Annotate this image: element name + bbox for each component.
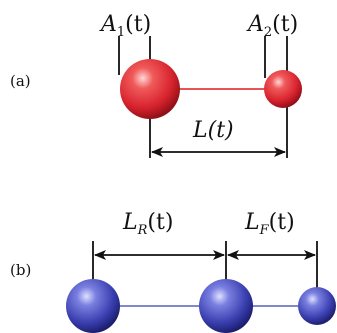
label-a2: A2(t)	[246, 12, 298, 40]
length-label-l: L(t)	[192, 118, 234, 143]
sphere-middle	[199, 279, 253, 333]
sphere-rear	[66, 279, 120, 333]
label-lf: LF(t)	[244, 210, 295, 238]
panel-b: (b) LR(t) LF(t)	[10, 210, 336, 333]
panel-b-tag: (b)	[10, 261, 31, 279]
label-lr: LR(t)	[122, 210, 173, 238]
panel-a-tag: (a)	[10, 72, 31, 90]
sphere-a2	[264, 70, 302, 108]
panel-a: (a) A1(t) A2(t) L(t)	[10, 12, 302, 158]
label-a1: A1(t)	[99, 12, 151, 40]
sphere-front	[298, 287, 336, 325]
sphere-a1	[120, 59, 180, 119]
